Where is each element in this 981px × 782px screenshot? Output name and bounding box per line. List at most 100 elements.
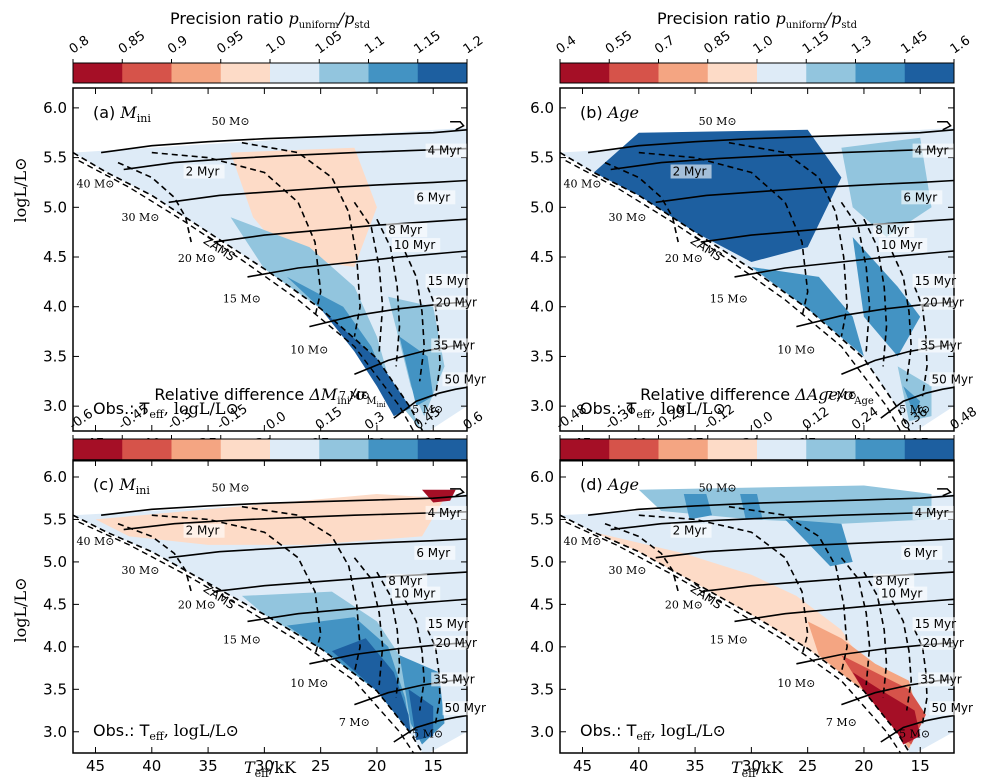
isochrone-label-bg	[431, 672, 480, 687]
colorbar-segment	[560, 439, 610, 461]
isochrone-label-bg	[920, 635, 969, 650]
colorbar-tick-label: 0.55	[603, 28, 635, 57]
isochrone-label-bg	[431, 338, 480, 353]
colorbar-segment	[658, 63, 709, 83]
heatmap-region	[785, 519, 853, 567]
colorbar-tick-label: 1.1	[362, 33, 388, 57]
heatmap-region	[230, 147, 377, 267]
x-tick-label: 45	[573, 757, 592, 775]
isochrone-line	[426, 286, 441, 397]
zams-line-2	[78, 159, 415, 431]
x-tick-label: 15	[911, 757, 930, 775]
isochrone-line	[913, 286, 928, 397]
isochrone-label-bg	[425, 273, 474, 288]
colorbar-tick-label: 1.6	[948, 33, 974, 57]
isochrone-label: 35 Myr	[920, 672, 962, 686]
isochrone-label: 8 Myr	[388, 574, 422, 588]
colorbar-tick-label: 1.3	[849, 33, 875, 57]
y-tick-label: 4.0	[43, 638, 67, 656]
colorbar-title-sub1: uniform	[786, 20, 827, 31]
colorbar-segment	[220, 63, 271, 83]
isochrone-label-bg	[912, 143, 954, 158]
colorbar-tick-label: 1.45	[898, 28, 930, 57]
isochrone-label: 4 Myr	[915, 144, 949, 158]
isochrone-label: 6 Myr	[903, 546, 937, 560]
isochrone-label-bg	[386, 573, 428, 588]
isochrone-label: 4 Myr	[915, 506, 949, 520]
isochrone-label-bg	[391, 238, 441, 253]
isochrone-label-bg	[920, 295, 969, 310]
evolutionary-track	[588, 494, 954, 516]
y-tick-label: 5.5	[530, 149, 554, 167]
colorbar-title: Relative difference ΔAge/σAge	[640, 385, 874, 407]
x-axis-label: Teff/kK	[244, 758, 297, 780]
mass-label: 15 M⊙	[223, 293, 261, 306]
mass-label: 40 M⊙	[564, 177, 602, 190]
colorbar-tick-label: 0.12	[800, 404, 832, 433]
mass-label: 5 M⊙	[899, 403, 930, 416]
panel-d: -0.48 -0.36 -0.24 -0.12 0.0 0.12 0.24 0.36 0.48R…	[530, 385, 980, 775]
colorbar-segment	[368, 63, 419, 83]
heatmap-region	[751, 267, 864, 357]
mass-label: 50 M⊙	[212, 481, 250, 494]
colorbar-tick-label: 1.2	[461, 33, 487, 57]
observables-label: Obs.: Teff, logL/L⊙	[580, 721, 726, 743]
panel-label: (c) Mini	[93, 475, 150, 497]
y-tick-label: 5.5	[530, 510, 554, 528]
isochrone-label-bg	[918, 672, 967, 687]
zams-line	[73, 151, 424, 431]
colorbar-title-math: ΔM	[308, 385, 338, 404]
colorbar-segment	[122, 439, 172, 461]
isochrone-label-bg	[425, 617, 474, 632]
colorbar-segment	[757, 63, 807, 83]
colorbar-title-sub1: ini	[337, 396, 350, 407]
colorbar-segment	[609, 439, 659, 461]
isochrone-label-bg	[670, 164, 712, 179]
heatmap-region	[593, 532, 898, 734]
mass-label: 10 M⊙	[777, 677, 815, 690]
colorbar-segment	[560, 63, 610, 83]
isochrone-line	[353, 201, 384, 352]
plot-frame	[72, 459, 468, 754]
evolutionary-track	[123, 147, 467, 171]
colorbar-tick-label: 1.15	[411, 28, 443, 57]
mass-label: 10 M⊙	[290, 677, 328, 690]
isochrone-label: 2 Myr	[673, 524, 707, 538]
heatmap-region	[408, 689, 434, 741]
isochrone-label-bg	[878, 238, 928, 253]
isochrone-line	[728, 141, 848, 337]
panel-a: 0.8 0.85 0.9 0.95 1.0 1.05 1.1 1.15 1.2 Precision…	[43, 9, 491, 453]
mass-label: 30 M⊙	[122, 211, 160, 224]
y-tick-label: 4.0	[43, 298, 67, 316]
mass-label: 20 M⊙	[665, 252, 703, 265]
mass-label: 30 M⊙	[609, 211, 647, 224]
heatmap-region	[286, 617, 411, 734]
y-tick-label: 3.0	[43, 397, 67, 415]
heatmap-region	[740, 494, 763, 520]
isochrone-line	[863, 218, 888, 367]
isochrone-label-bg	[183, 523, 225, 538]
y-tick-label: 6.0	[530, 468, 554, 486]
isochrone-label-bg	[912, 617, 961, 632]
isochrone-label-bg	[901, 190, 943, 205]
isochrone-label: 4 Myr	[428, 144, 462, 158]
colorbar-title-sub3: ini	[377, 401, 387, 409]
colorbar-title: Precision ratio puniform/pstd	[657, 9, 858, 31]
colorbar-segment	[73, 439, 123, 461]
colorbar-segment	[707, 63, 758, 83]
colorbar-tick-label: 0.8	[67, 33, 93, 57]
evolutionary-track	[247, 250, 467, 278]
isochrone-label-bg	[183, 164, 225, 179]
heatmap-region	[852, 237, 921, 357]
mass-label: 30 M⊙	[122, 564, 160, 577]
isochrone-label: 15 Myr	[915, 274, 957, 288]
isochrone-label: 20 Myr	[435, 296, 477, 310]
isochrone-label-bg	[929, 372, 978, 387]
track-hook	[937, 488, 952, 497]
heatmap-region	[852, 672, 921, 745]
zams-line	[560, 151, 911, 431]
zams-line	[73, 514, 424, 753]
colorbar-segment	[417, 439, 468, 461]
isochrone-line	[241, 141, 361, 337]
isochrone-label-bg	[901, 545, 943, 560]
